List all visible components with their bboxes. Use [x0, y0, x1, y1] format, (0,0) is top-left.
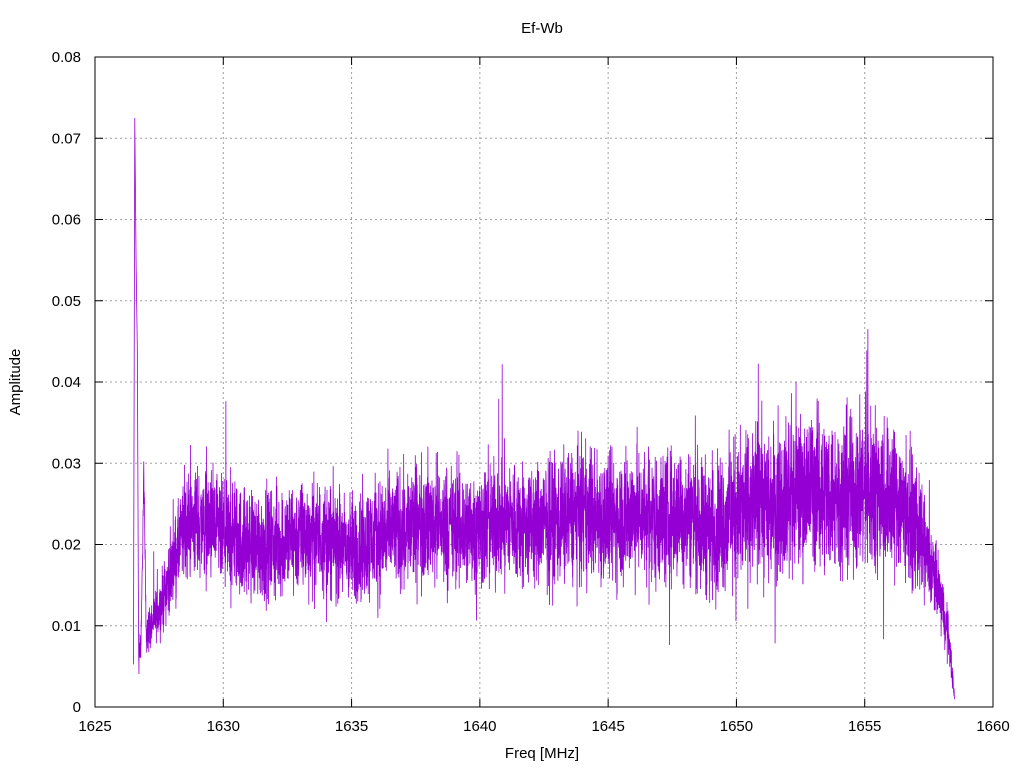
grid: [95, 57, 993, 707]
y-axis-label: Amplitude: [7, 349, 24, 416]
y-tick-label: 0.03: [52, 455, 81, 472]
x-tick-label: 1625: [78, 718, 111, 735]
series-line: [133, 117, 955, 700]
axis-ticks: 1625 1630 1635 1640 1645 1650 1655 1660 0 0.01 0.0…: [52, 49, 1010, 735]
x-tick-label: 1655: [848, 718, 881, 735]
y-tick-label: 0.06: [52, 212, 81, 229]
x-axis-label: Freq [MHz]: [505, 745, 579, 762]
series-layer: [133, 117, 955, 700]
x-tick-label: 1635: [335, 718, 368, 735]
chart-title: Ef-Wb: [521, 20, 563, 37]
x-tick-label: 1650: [720, 718, 753, 735]
x-tick-label: 1660: [976, 718, 1009, 735]
y-tick-label: 0.04: [52, 374, 81, 391]
y-tick-label: 0.08: [52, 49, 81, 66]
x-tick-label: 1645: [591, 718, 624, 735]
y-tick-label: 0.02: [52, 537, 81, 554]
x-tick-label: 1630: [207, 718, 240, 735]
x-tick-label: 1640: [463, 718, 496, 735]
y-tick-label: 0.01: [52, 618, 81, 635]
y-tick-label: 0.05: [52, 293, 81, 310]
y-tick-label: 0.07: [52, 130, 81, 147]
y-tick-label: 0: [73, 699, 81, 716]
